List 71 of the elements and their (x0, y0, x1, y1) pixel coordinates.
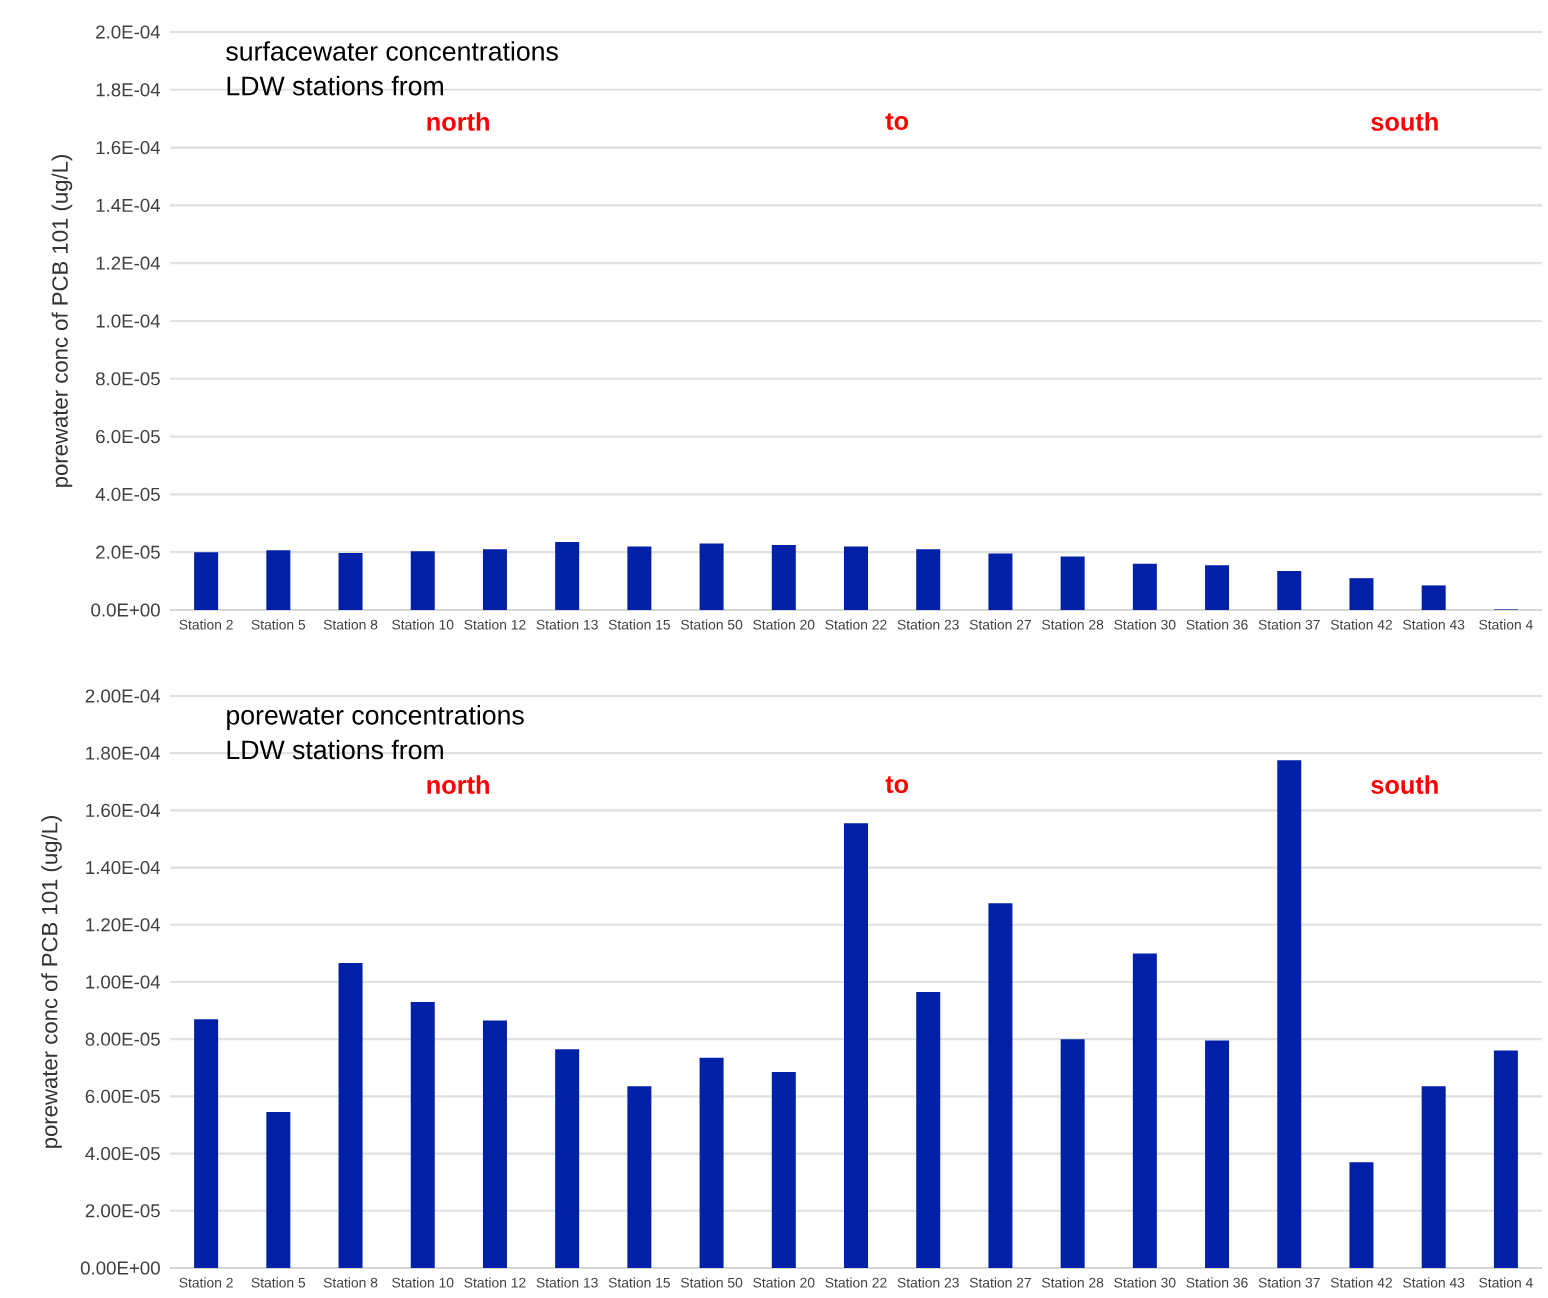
bar (338, 963, 363, 1268)
annotation: south (1371, 775, 1438, 794)
bar (1421, 1086, 1446, 1268)
y-tick-label: 2.0E-04 (96, 25, 161, 39)
y-tick-label: 1.40E-04 (86, 860, 161, 875)
chart-title: porewater concentrations (227, 705, 524, 730)
y-tick-label: 2.00E-04 (85, 689, 161, 703)
annotation: south (1371, 112, 1438, 131)
y-tick-label: 1.2E-04 (96, 256, 161, 270)
y-tick-label: 8.00E-05 (85, 1032, 160, 1046)
y-tick-label: 1.80E-04 (86, 746, 161, 760)
y-tick-label: 1.4E-04 (96, 198, 161, 212)
annotation: to (885, 776, 909, 794)
y-tick-label: 0.0E+00 (91, 603, 160, 617)
text: LDW stations from (227, 739, 443, 760)
bar (1349, 1162, 1374, 1268)
bar (266, 1112, 291, 1268)
y-tick-label: 4.0E-05 (95, 487, 160, 501)
bar (1060, 1039, 1085, 1268)
bar (627, 546, 652, 610)
bar (916, 991, 941, 1268)
bar (1277, 760, 1302, 1268)
bar (482, 549, 507, 610)
bar (1349, 578, 1374, 610)
bar (1060, 556, 1085, 610)
y-tick-label: 1.60E-04 (86, 803, 161, 817)
y-tick-label: 1.00E-04 (86, 975, 161, 989)
bar (1132, 563, 1157, 610)
y-axis-title: porewater conc of PCB 101 (ug/L) (41, 816, 62, 1148)
annotation: north (427, 775, 489, 794)
bar (844, 823, 868, 1268)
y-tick-label: 1.0E-04 (96, 314, 161, 328)
bar (1205, 565, 1230, 610)
chart-title: surfacewater concentrations (226, 41, 558, 61)
y-tick-label: 4.00E-05 (85, 1146, 160, 1161)
y-tick-label: 2.00E-05 (85, 1204, 160, 1218)
y-tick-label: 8.0E-05 (96, 372, 160, 386)
bar (555, 542, 580, 610)
bar (627, 1086, 652, 1268)
bar (916, 549, 941, 610)
bar (410, 551, 435, 610)
y-tick-label: 1.20E-04 (86, 918, 161, 932)
y-tick-label: 1.6E-04 (96, 141, 161, 155)
y-tick-label: 1.8E-04 (96, 83, 161, 97)
text: LDW stations from (227, 75, 443, 96)
bar (482, 1020, 507, 1268)
bar (555, 1049, 580, 1268)
y-tick-label: 6.00E-05 (85, 1089, 160, 1103)
bar (1205, 1040, 1230, 1268)
bar (194, 552, 219, 610)
bar (988, 903, 1013, 1268)
bar (194, 1019, 219, 1268)
y-tick-label: 2.0E-05 (96, 545, 160, 559)
bar (771, 544, 796, 610)
bar (844, 546, 868, 610)
bar (771, 1072, 796, 1268)
bar (1421, 585, 1446, 610)
annotation: to (885, 113, 909, 130)
y-tick-label: 0.00E+00 (80, 1261, 160, 1275)
bar (699, 1057, 724, 1268)
bar (410, 1001, 435, 1268)
bar (338, 553, 363, 610)
y-tick-label: 6.0E-05 (96, 429, 160, 444)
y-axis-title: porewater conc of PCB 101 (ug/L) (51, 155, 73, 487)
bar (988, 553, 1013, 610)
bar (1132, 953, 1157, 1268)
bar (266, 550, 291, 610)
annotation: north (427, 112, 489, 131)
bar (699, 543, 724, 610)
bar (1493, 1050, 1518, 1268)
bar (1277, 570, 1302, 610)
